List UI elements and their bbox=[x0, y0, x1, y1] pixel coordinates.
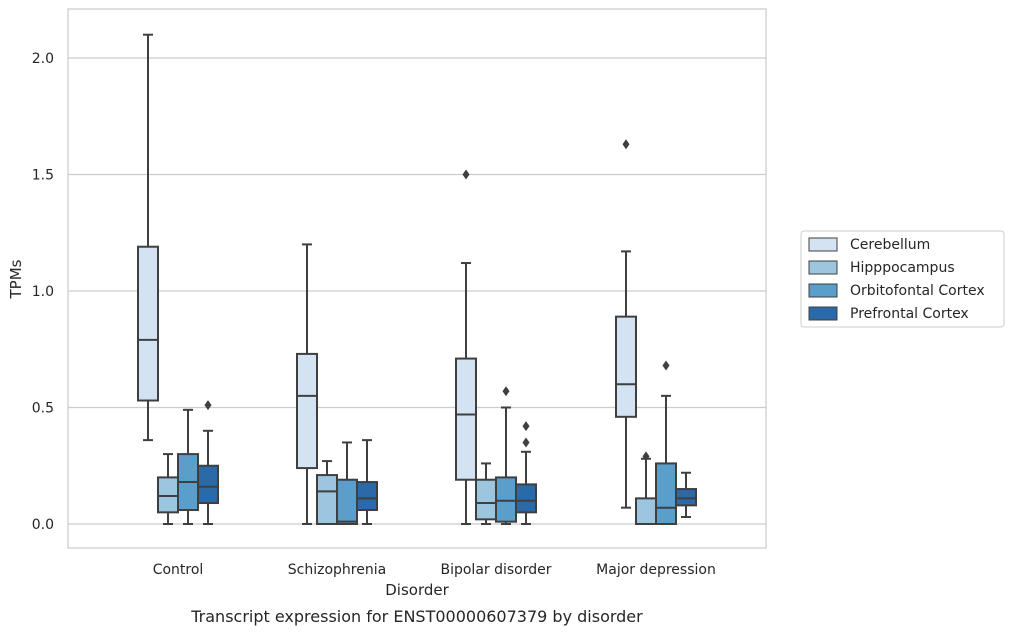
box-iqr bbox=[675, 488, 697, 507]
legend-swatch bbox=[808, 237, 838, 252]
box-iqr bbox=[655, 462, 677, 526]
outlier-point bbox=[622, 139, 630, 150]
legend-entry: Hipppocampus bbox=[850, 260, 955, 276]
box-cerebellum bbox=[296, 243, 318, 525]
chart-caption: Transcript expression for ENST0000060737… bbox=[190, 607, 643, 626]
x-tick-label: Bipolar disorder bbox=[440, 562, 551, 578]
box-iqr bbox=[316, 474, 338, 526]
y-tick-label: 1.0 bbox=[32, 284, 54, 300]
box-hipppocampus bbox=[635, 451, 657, 525]
box-iqr bbox=[495, 476, 517, 523]
y-tick-label: 1.5 bbox=[32, 168, 54, 184]
legend-entry: Cerebellum bbox=[850, 237, 930, 253]
outlier-point bbox=[204, 400, 212, 411]
outlier-point bbox=[462, 169, 470, 180]
boxes bbox=[137, 33, 697, 526]
y-tick-label: 2.0 bbox=[32, 51, 54, 67]
box-hipppocampus bbox=[316, 460, 338, 526]
x-tick-label: Schizophrenia bbox=[288, 562, 386, 578]
box-prefrontal-cortex bbox=[356, 439, 378, 525]
box-iqr bbox=[137, 245, 159, 402]
box-iqr bbox=[635, 497, 657, 525]
box-cerebellum bbox=[615, 139, 637, 509]
legend-swatch bbox=[808, 306, 838, 321]
box-cerebellum bbox=[455, 169, 477, 525]
box-iqr bbox=[475, 478, 497, 521]
outlier-point bbox=[502, 386, 510, 397]
box-cerebellum bbox=[137, 33, 159, 442]
box-hipppocampus bbox=[475, 462, 497, 525]
box-iqr bbox=[515, 483, 537, 514]
legend-entry: Prefrontal Cortex bbox=[850, 306, 969, 322]
box-iqr bbox=[356, 481, 378, 512]
box-iqr bbox=[197, 464, 219, 505]
box-orbitofontal-cortex bbox=[495, 386, 517, 525]
box-orbitofontal-cortex bbox=[336, 441, 358, 526]
legend-swatch bbox=[808, 283, 838, 298]
y-tick-label: 0.5 bbox=[32, 401, 54, 417]
box-orbitofontal-cortex bbox=[177, 408, 199, 525]
box-hipppocampus bbox=[157, 453, 179, 525]
box-iqr bbox=[615, 315, 637, 418]
box-prefrontal-cortex bbox=[197, 400, 219, 525]
outlier-point bbox=[522, 437, 530, 448]
x-tick-label: Major depression bbox=[596, 562, 716, 578]
box-iqr bbox=[455, 357, 477, 481]
legend: Cerebellum Hipppocampus Orbitofontal Corte… bbox=[800, 230, 1005, 328]
outlier-point bbox=[522, 421, 530, 432]
x-axis-label: Disorder bbox=[385, 581, 449, 599]
legend-entry: Orbitofontal Cortex bbox=[850, 283, 985, 299]
box-prefrontal-cortex bbox=[515, 421, 537, 525]
outlier-point bbox=[642, 451, 650, 462]
box-prefrontal-cortex bbox=[675, 471, 697, 519]
legend-swatch bbox=[808, 260, 838, 275]
legend-frame bbox=[800, 230, 1005, 328]
x-axis-ticks: Control Schizophrenia Bipolar disorder Majo… bbox=[153, 562, 716, 578]
box-iqr bbox=[336, 478, 358, 526]
x-tick-label: Control bbox=[153, 562, 204, 578]
y-axis-ticks: 0.0 0.5 1.0 1.5 2.0 bbox=[32, 51, 54, 533]
box-iqr bbox=[296, 352, 318, 470]
box-iqr bbox=[157, 476, 179, 514]
y-axis-label: TPMs bbox=[7, 259, 25, 299]
y-tick-label: 0.0 bbox=[32, 517, 54, 533]
outlier-point bbox=[662, 360, 670, 371]
